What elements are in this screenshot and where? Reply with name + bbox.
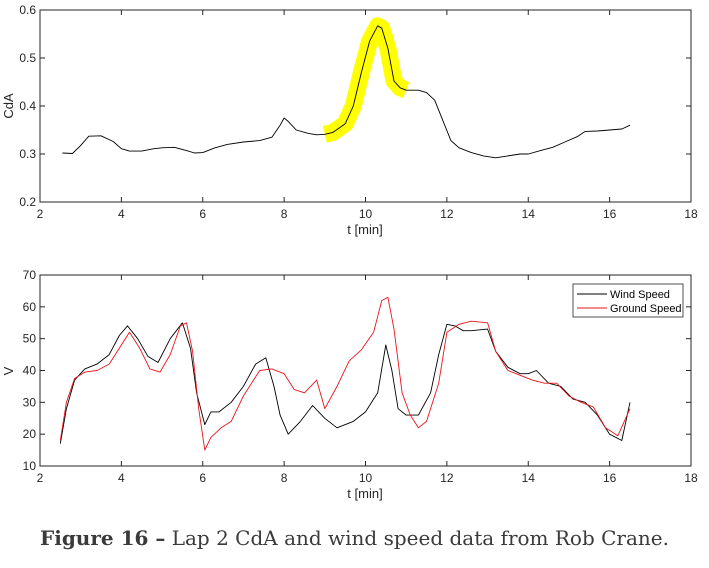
speed-x-tick-label: 4 (118, 471, 125, 485)
cda-y-tick-label: 0.6 (19, 3, 36, 17)
speed-y-tick-label: 40 (23, 364, 37, 378)
speed-x-tick-label: 18 (684, 471, 698, 485)
cda-y-tick-label: 0.3 (19, 147, 36, 161)
cda-x-tick-label: 14 (522, 207, 536, 221)
cda-x-tick-label: 18 (684, 207, 698, 221)
speed-x-tick-label: 8 (281, 471, 288, 485)
caption-figure-number: Figure 16 – (40, 526, 166, 550)
cda-y-tick-label: 0.4 (19, 99, 36, 113)
speed-y-tick-label: 10 (23, 459, 37, 473)
speed-y-axis-label: V (1, 366, 16, 375)
figure: 2 4 6 8 10 12 14 16 18 0.2 0.3 0.4 0.5 0.6 t [min] Cd… (1, 3, 698, 501)
cda-x-tick-label: 16 (603, 207, 617, 221)
cda-y-axis-label: CdA (1, 93, 16, 119)
cda-x-axis-label: t [min] (347, 222, 382, 237)
cda-x-tick-label: 2 (37, 207, 44, 221)
legend-label-ground-speed: Ground Speed (610, 303, 682, 315)
speed-x-tick-label: 14 (522, 471, 536, 485)
speed-y-tick-label: 70 (23, 268, 37, 282)
cda-x-tick-label: 6 (199, 207, 206, 221)
cda-y-tick-label: 0.5 (19, 51, 36, 65)
caption-text: Lap 2 CdA and wind speed data from Rob C… (165, 526, 669, 550)
speed-chart: 2 4 6 8 10 12 14 16 18 10 20 30 40 50 60 70 t [min] V W… (1, 268, 698, 501)
cda-chart: 2 4 6 8 10 12 14 16 18 0.2 0.3 0.4 0.5 0.6 t [min] Cd… (1, 3, 698, 237)
speed-y-tick-label: 20 (23, 427, 37, 441)
cda-x-tick-label: 8 (281, 207, 288, 221)
speed-x-axis-label: t [min] (347, 486, 382, 501)
speed-x-tick-label: 2 (37, 471, 44, 485)
cda-series-line (62, 25, 631, 159)
cda-y-tick-label: 0.2 (19, 195, 36, 209)
legend: Wind Speed Ground Speed (572, 283, 684, 318)
speed-y-tick-label: 30 (23, 395, 37, 409)
ground-speed-series-line (59, 296, 631, 451)
speed-x-tick-label: 10 (359, 471, 373, 485)
speed-x-tick-label: 16 (603, 471, 617, 485)
speed-x-tick-label: 6 (199, 471, 206, 485)
cda-x-tick-label: 4 (118, 207, 125, 221)
cda-x-tick-label: 12 (440, 207, 454, 221)
legend-box (572, 283, 684, 318)
wind-speed-series-line (59, 322, 631, 444)
cda-x-tick-label: 10 (359, 207, 373, 221)
figure-caption: Figure 16 – Lap 2 CdA and wind speed dat… (0, 526, 709, 550)
legend-label-wind-speed: Wind Speed (610, 289, 670, 301)
speed-y-tick-label: 50 (23, 332, 37, 346)
speed-y-tick-label: 60 (23, 300, 37, 314)
speed-x-tick-label: 12 (440, 471, 454, 485)
